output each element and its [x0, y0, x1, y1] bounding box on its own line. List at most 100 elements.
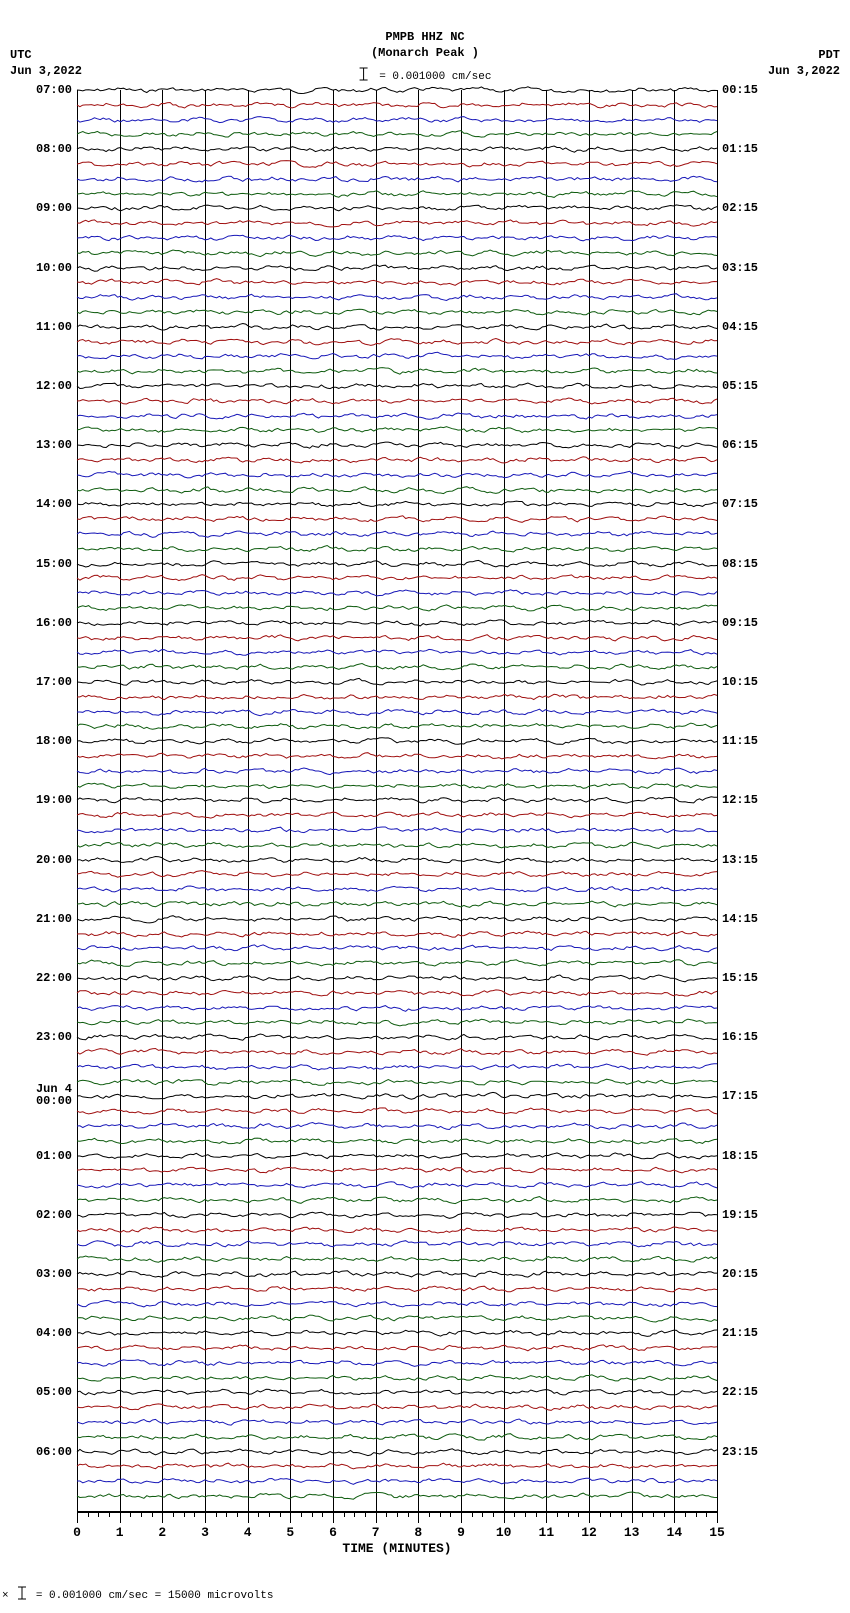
helicorder-plot: [77, 90, 717, 1511]
footer-prefix: ×: [2, 1590, 9, 1602]
trace-row: [77, 1104, 717, 1118]
xaxis-tick-label: 5: [286, 1525, 294, 1540]
trace-row: [77, 1001, 717, 1015]
pdt-hour-label: 17:15: [722, 1089, 758, 1103]
trace-row: [77, 1149, 717, 1163]
xaxis-tick-minor: [344, 1511, 345, 1517]
pdt-hour-label: 06:15: [722, 438, 758, 452]
trace-row: [77, 1385, 717, 1399]
trace-row: [77, 1089, 717, 1103]
trace-row: [77, 512, 717, 526]
trace-row: [77, 645, 717, 659]
xaxis-tick-major: [248, 1511, 249, 1523]
xaxis-tick-minor: [600, 1511, 601, 1517]
pdt-hour-label: 04:15: [722, 320, 758, 334]
xaxis-tick-minor: [610, 1511, 611, 1517]
xaxis-tick-minor: [184, 1511, 185, 1517]
trace-row: [77, 468, 717, 482]
xaxis-tick-minor: [621, 1511, 622, 1517]
xaxis-tick-major: [717, 1511, 718, 1523]
utc-hour-label: 09:00: [36, 201, 72, 215]
xaxis-tick-label: 9: [457, 1525, 465, 1540]
xaxis-tick-minor: [557, 1511, 558, 1517]
trace-row: [77, 853, 717, 867]
x-axis-title: TIME (MINUTES): [342, 1541, 451, 1556]
utc-hour-label: 01:00: [36, 1149, 72, 1163]
xaxis-tick-minor: [685, 1511, 686, 1517]
utc-hour-label: 18:00: [36, 734, 72, 748]
xaxis-tick-major: [77, 1511, 78, 1523]
trace-row: [77, 1474, 717, 1488]
trace-row: [77, 1075, 717, 1089]
trace-row: [77, 882, 717, 896]
trace-row: [77, 719, 717, 733]
trace-row: [77, 1267, 717, 1281]
trace-row: [77, 1341, 717, 1355]
xaxis-tick-label: 8: [414, 1525, 422, 1540]
xaxis-tick-minor: [280, 1511, 281, 1517]
trace-row: [77, 1119, 717, 1133]
trace-row: [77, 793, 717, 807]
xaxis-tick-major: [376, 1511, 377, 1523]
trace-row: [77, 364, 717, 378]
utc-date: Jun 3,2022: [10, 64, 82, 80]
trace-row: [77, 453, 717, 467]
xaxis-tick-major: [120, 1511, 121, 1523]
pdt-hour-label: 22:15: [722, 1385, 758, 1399]
trace-row: [77, 941, 717, 955]
utc-hour-label: 04:00: [36, 1326, 72, 1340]
trace-row: [77, 423, 717, 437]
utc-hour-label: 23:00: [36, 1030, 72, 1044]
footer-text: = 0.001000 cm/sec = 15000 microvolts: [36, 1590, 274, 1602]
trace-row: [77, 897, 717, 911]
xaxis-tick-major: [504, 1511, 505, 1523]
trace-row: [77, 98, 717, 112]
xaxis-tick-major: [333, 1511, 334, 1523]
xaxis-tick-major: [162, 1511, 163, 1523]
trace-row: [77, 527, 717, 541]
trace-row: [77, 1045, 717, 1059]
xaxis-tick-minor: [386, 1511, 387, 1517]
pdt-hour-label: 16:15: [722, 1030, 758, 1044]
trace-row: [77, 631, 717, 645]
trace-row: [77, 1252, 717, 1266]
trace-row: [77, 838, 717, 852]
xaxis-tick-minor: [578, 1511, 579, 1517]
trace-row: [77, 586, 717, 600]
utc-hour-label: Jun 400:00: [36, 1083, 72, 1107]
trace-row: [77, 216, 717, 230]
xaxis-tick-minor: [397, 1511, 398, 1517]
xaxis-tick-label: 0: [73, 1525, 81, 1540]
xaxis-tick-minor: [472, 1511, 473, 1517]
xaxis-tick-label: 7: [372, 1525, 380, 1540]
trace-row: [77, 690, 717, 704]
trace-row: [77, 231, 717, 245]
xaxis-tick-minor: [365, 1511, 366, 1517]
xaxis-tick-minor: [109, 1511, 110, 1517]
xaxis-tick-minor: [706, 1511, 707, 1517]
station-code: PMPB HHZ NC: [371, 30, 479, 46]
xaxis-tick-major: [418, 1511, 419, 1523]
trace-row: [77, 705, 717, 719]
pdt-hour-label: 03:15: [722, 261, 758, 275]
pdt-hour-label: 09:15: [722, 616, 758, 630]
xaxis-tick-minor: [88, 1511, 89, 1517]
trace-row: [77, 1208, 717, 1222]
xaxis-tick-label: 10: [496, 1525, 512, 1540]
xaxis-tick-minor: [173, 1511, 174, 1517]
pdt-date: Jun 3,2022: [768, 64, 840, 80]
trace-row: [77, 764, 717, 778]
xaxis-tick-minor: [269, 1511, 270, 1517]
pdt-label: PDT: [768, 48, 840, 64]
xaxis-tick-minor: [130, 1511, 131, 1517]
trace-row: [77, 956, 717, 970]
trace-row: [77, 986, 717, 1000]
trace-row: [77, 394, 717, 408]
xaxis-tick-minor: [696, 1511, 697, 1517]
trace-row: [77, 157, 717, 171]
utc-header: UTC Jun 3,2022: [10, 48, 82, 79]
pdt-hour-label: 13:15: [722, 853, 758, 867]
trace-row: [77, 1134, 717, 1148]
xaxis-tick-minor: [429, 1511, 430, 1517]
xaxis-tick-minor: [237, 1511, 238, 1517]
